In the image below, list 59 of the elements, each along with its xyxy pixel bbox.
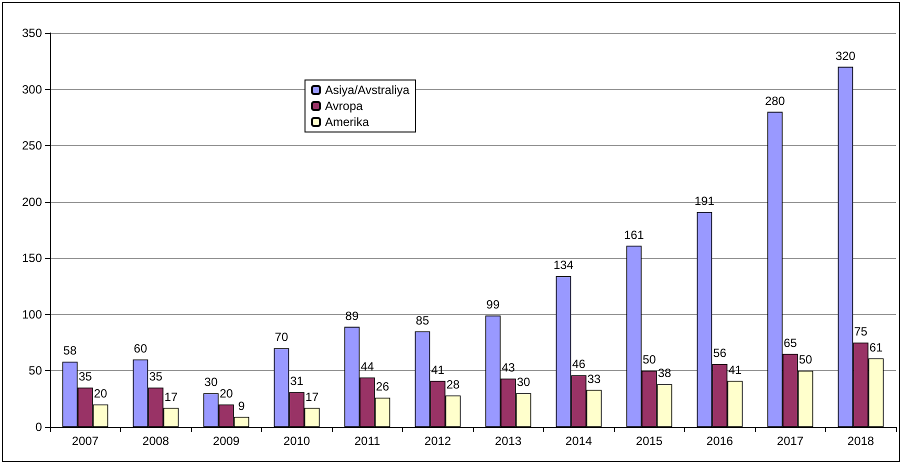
data-label: 28: [446, 377, 460, 392]
y-tick-label: 350: [22, 26, 42, 40]
x-tick-label: 2008: [142, 434, 170, 448]
x-tick-label: 2009: [212, 434, 240, 448]
data-label: 30: [204, 375, 218, 390]
data-label: 17: [305, 390, 320, 404]
data-label: 41: [728, 362, 742, 377]
data-label: 320: [835, 48, 856, 63]
x-tick-label: 2010: [283, 434, 310, 448]
legend-label: Avropa: [325, 99, 364, 113]
y-tick-label: 250: [22, 138, 42, 153]
data-label: 70: [274, 330, 288, 344]
data-label: 58: [63, 344, 77, 358]
legend-label: Asiya/Avstraliya: [325, 83, 410, 97]
data-label: 56: [713, 346, 727, 360]
x-tick-label: 2013: [494, 434, 522, 448]
data-label: 20: [94, 386, 108, 400]
data-label: 50: [798, 352, 813, 367]
data-label: 43: [502, 360, 516, 375]
data-label: 41: [431, 362, 445, 377]
data-label: 30: [516, 375, 531, 390]
x-tick-label: 2012: [424, 434, 452, 448]
data-label: 65: [784, 336, 798, 350]
data-label: 35: [149, 370, 163, 384]
data-label: 99: [486, 298, 500, 312]
data-label: 191: [694, 194, 715, 208]
data-label: 38: [658, 366, 672, 380]
y-tick-label: 100: [22, 307, 42, 322]
y-tick-label: 50: [28, 364, 42, 378]
data-label: 61: [869, 340, 884, 354]
y-tick-label: 200: [22, 194, 42, 209]
x-tick-label: 2007: [72, 434, 99, 448]
data-label: 20: [220, 386, 234, 400]
data-label: 35: [78, 370, 92, 384]
data-label: 280: [764, 94, 786, 108]
x-tick-label: 2014: [565, 434, 592, 448]
data-label: 85: [416, 313, 430, 328]
data-label: 161: [624, 228, 644, 242]
x-tick-label: 2017: [776, 434, 804, 448]
data-label: 9: [238, 398, 246, 413]
y-tick-label: 0: [35, 420, 42, 434]
data-label: 17: [164, 390, 178, 404]
data-label: 89: [345, 308, 359, 323]
data-label: 134: [553, 258, 574, 272]
data-label: 26: [376, 380, 390, 394]
data-label: 46: [572, 357, 586, 372]
x-tick-label: 2015: [636, 434, 663, 448]
y-tick-label: 300: [22, 82, 42, 96]
x-tick-label: 2016: [706, 434, 734, 448]
y-tick-label: 150: [22, 251, 42, 266]
data-label: 33: [587, 372, 602, 386]
data-label: 75: [854, 324, 868, 339]
x-tick-label: 2011: [354, 434, 380, 448]
legend-label: Amerika: [325, 115, 370, 129]
data-label: 31: [290, 374, 304, 388]
data-label: 50: [642, 352, 656, 367]
data-label: 44: [360, 359, 374, 374]
data-label: 60: [134, 341, 148, 356]
x-tick-label: 2018: [847, 434, 874, 448]
